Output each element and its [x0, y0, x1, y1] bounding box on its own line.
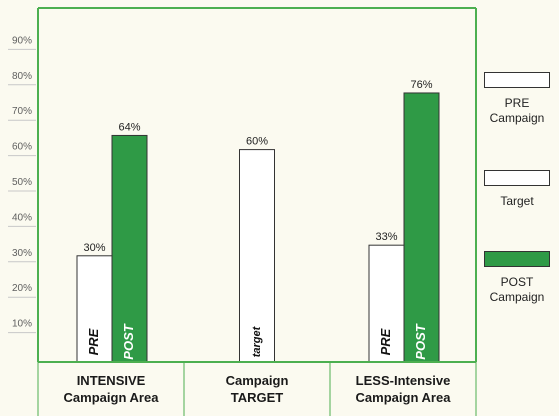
legend-text-line1: PRE [504, 96, 530, 110]
category-label-intensive: INTENSIVE Campaign Area [38, 372, 184, 406]
y-tick-label: 10% [12, 319, 32, 330]
y-tick-label: 30% [12, 248, 32, 259]
category-label-line2: Campaign Area [63, 390, 159, 405]
legend-swatch-pre [484, 72, 550, 88]
y-tick-label: 80% [12, 71, 32, 82]
category-label-target: Campaign TARGET [184, 372, 330, 406]
y-tick-label: 20% [12, 283, 32, 294]
legend-text-line2: Campaign [489, 111, 545, 125]
legend-swatch-target [484, 170, 550, 186]
category-label-less-intensive: LESS-Intensive Campaign Area [330, 372, 476, 406]
category-label-line1: INTENSIVE [76, 373, 146, 388]
data-label: 76% [410, 79, 432, 91]
bar-inner-label: POST [413, 323, 428, 359]
data-label: 60% [246, 136, 268, 148]
bar-pre [368, 244, 405, 363]
data-label: 33% [375, 231, 397, 243]
bar-inner-label: PRE [86, 328, 101, 355]
legend-swatch-post [484, 251, 550, 267]
y-tick-label: 50% [12, 177, 32, 188]
bar-inner-label: PRE [378, 328, 393, 355]
legend-text-line1: POST [500, 275, 534, 289]
category-label-line2: Campaign Area [355, 390, 451, 405]
category-label-line1: Campaign [225, 373, 289, 388]
y-tick-label: 40% [12, 212, 32, 223]
data-label: 30% [83, 242, 105, 254]
legend-text-line1: Target [500, 194, 534, 208]
category-label-line2: TARGET [230, 390, 284, 405]
bar-inner-label: POST [121, 323, 136, 359]
bars: 30% PRE 64% POST 60% target 33% PRE 76% POST [76, 79, 440, 363]
legend-label-target: Target [474, 194, 559, 209]
y-tick-label: 90% [12, 35, 32, 46]
legend-label-pre: PRE Campaign [474, 96, 559, 126]
legend-text-line2: Campaign [489, 290, 545, 304]
y-tick-label: 70% [12, 106, 32, 117]
y-axis-ticks: 10% 20% 30% 40% 50% 60% 70% 80% 90% [12, 35, 32, 329]
gridlines [8, 48, 36, 334]
bar-post [403, 92, 440, 363]
bar-post [111, 134, 148, 363]
chart-frame [37, 7, 477, 416]
bar-inner-label: target [251, 325, 263, 357]
legend-label-post: POST Campaign [474, 275, 559, 305]
data-label: 64% [118, 121, 140, 133]
bar-target [239, 149, 275, 363]
y-tick-label: 60% [12, 142, 32, 153]
category-label-line1: LESS-Intensive [355, 373, 451, 388]
bar-pre [76, 255, 113, 363]
